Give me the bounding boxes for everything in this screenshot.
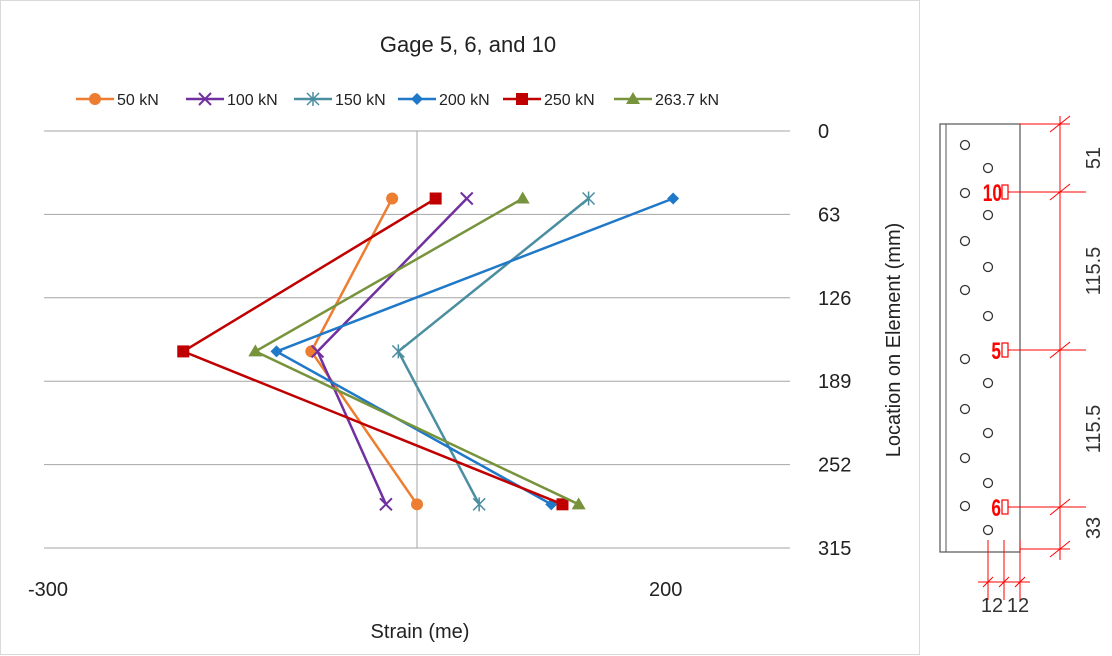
dimension-tick xyxy=(998,576,1010,588)
series-4 xyxy=(270,192,680,511)
legend-entry: 150 kN xyxy=(294,92,386,109)
legend-label: 150 kN xyxy=(335,92,386,109)
data-point xyxy=(667,192,680,205)
bolt-hole xyxy=(982,524,994,536)
bolt-hole xyxy=(959,139,971,151)
data-point xyxy=(571,497,586,510)
data-point xyxy=(386,192,399,205)
bottom-dimension-label-2: 12 xyxy=(1007,595,1029,617)
y-tick-label: 315 xyxy=(818,538,851,560)
legend-label: 250 kN xyxy=(544,92,595,109)
x-tick-label: 200 xyxy=(649,579,682,601)
series-6 xyxy=(248,191,586,510)
series-3 xyxy=(391,191,596,512)
dimension-label-upper-middle: 115.5 xyxy=(1083,247,1105,296)
gage-label-10: 10 xyxy=(983,180,1002,206)
legend-label: 200 kN xyxy=(439,92,490,109)
data-point xyxy=(429,192,442,205)
legend-swatch-marker xyxy=(89,93,101,105)
bolt-hole xyxy=(959,284,971,296)
series-line xyxy=(273,197,674,506)
chart-title: Gage 5, 6, and 10 xyxy=(380,32,556,57)
gage-location-diagram: 10 5 6 51 115.5 115.5 33 12 12 xyxy=(939,115,1105,617)
legend-entry: 250 kN xyxy=(503,92,595,109)
legend-swatch-marker xyxy=(306,92,320,106)
y-tick-label: 63 xyxy=(818,204,840,226)
dimension-tick xyxy=(982,576,994,588)
dimension-tick xyxy=(1014,576,1026,588)
legend-swatch-marker xyxy=(626,92,640,104)
bolt-hole xyxy=(982,377,994,389)
dimension-label-top: 51 xyxy=(1083,147,1105,169)
data-point xyxy=(582,191,596,206)
x-axis-title: Strain (me) xyxy=(371,621,470,643)
data-point xyxy=(472,497,486,512)
x-axis-ticks: -300 200 xyxy=(28,579,682,601)
bolt-hole xyxy=(959,187,971,199)
bolt-hole xyxy=(959,452,971,464)
data-point xyxy=(305,345,318,358)
legend-label: 50 kN xyxy=(117,92,159,109)
chart-area xyxy=(0,0,920,655)
data-point xyxy=(515,191,530,204)
legend-swatch-marker xyxy=(411,93,423,105)
bolt-hole xyxy=(982,209,994,221)
bolt-hole xyxy=(982,261,994,273)
dimension-tick xyxy=(1049,341,1071,359)
bolt-hole xyxy=(982,477,994,489)
legend-swatch-marker xyxy=(516,93,528,105)
gage-label-5: 5 xyxy=(991,338,1001,364)
gridlines xyxy=(44,130,790,549)
data-point xyxy=(556,498,569,511)
legend-label: 100 kN xyxy=(227,92,278,109)
data-point xyxy=(460,191,474,206)
y-tick-label: 0 xyxy=(818,121,829,143)
data-point xyxy=(270,345,283,358)
strain-chart: Gage 5, 6, and 10 50 kN 100 kN 150 kN 200 k… xyxy=(28,32,905,643)
series-line xyxy=(396,197,590,505)
legend: 50 kN 100 kN 150 kN 200 kN 250 kN 263.7 kN xyxy=(76,92,719,109)
series-line xyxy=(180,197,563,506)
y-axis-title: Location on Element (mm) xyxy=(883,223,905,458)
bolt-hole xyxy=(982,162,994,174)
series-2 xyxy=(310,191,474,512)
series-1 xyxy=(305,192,423,511)
legend-entry: 263.7 kN xyxy=(614,92,719,109)
y-tick-label: 189 xyxy=(818,371,851,393)
section-outline xyxy=(939,123,1021,553)
legend-label: 263.7 kN xyxy=(655,92,719,109)
bottom-dimension-label-1: 12 xyxy=(981,595,1003,617)
dimension-tick xyxy=(1049,115,1071,133)
bolt-hole xyxy=(959,353,971,365)
dimension-label-lower-middle: 115.5 xyxy=(1083,405,1105,454)
y-tick-label: 252 xyxy=(818,455,851,477)
data-point xyxy=(391,344,405,359)
series-5 xyxy=(177,192,569,511)
data-point xyxy=(411,498,423,511)
data-point xyxy=(379,497,393,512)
legend-entry: 50 kN xyxy=(76,92,159,109)
bolt-hole xyxy=(959,500,971,512)
legend-entry: 200 kN xyxy=(398,92,490,109)
y-axis-ticks: 0 63 126 189 252 315 xyxy=(818,121,851,560)
legend-entry: 100 kN xyxy=(186,92,278,109)
series-layer xyxy=(177,191,680,512)
x-tick-label: -300 xyxy=(28,579,68,601)
gage-label-6: 6 xyxy=(991,495,1001,521)
bolt-hole xyxy=(959,403,971,415)
bolt-hole xyxy=(959,235,971,247)
bolt-hole xyxy=(982,310,994,322)
dimension-label-bottom: 33 xyxy=(1083,517,1105,539)
beam-section xyxy=(939,115,1086,600)
dimension-tick xyxy=(1049,540,1071,558)
y-tick-label: 126 xyxy=(818,288,851,310)
data-point xyxy=(248,344,263,357)
legend-swatch-marker xyxy=(198,92,212,106)
dimension-tick xyxy=(1049,183,1071,201)
dimension-tick xyxy=(1049,498,1071,516)
data-point xyxy=(310,344,325,359)
bolt-hole xyxy=(982,427,994,439)
data-point xyxy=(177,345,190,358)
